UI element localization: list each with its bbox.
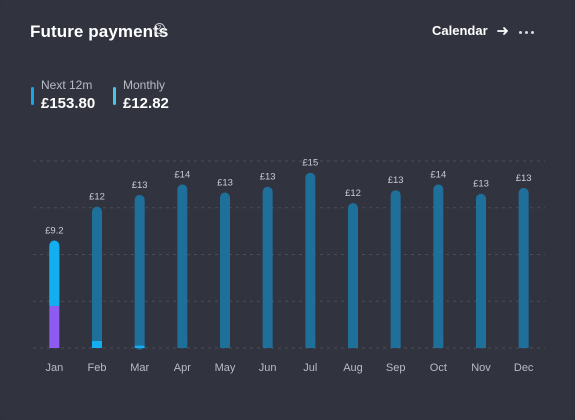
next-12m-label: Next 12m	[41, 78, 93, 92]
calendar-label: Calendar	[432, 23, 488, 38]
bar-base-apr	[177, 342, 188, 348]
data-label-mar: £13	[132, 180, 148, 191]
data-label-jul: £15	[302, 158, 318, 169]
monthly-label: Monthly	[123, 78, 166, 92]
next-12m-value: £153.80	[41, 95, 96, 112]
x-tick-aug: Aug	[343, 362, 363, 374]
bar-feb	[92, 206, 102, 345]
bar-base-nov	[476, 342, 486, 348]
x-tick-feb: Feb	[88, 362, 107, 374]
bar-mar	[134, 194, 145, 350]
monthly-marker	[113, 87, 116, 105]
x-tick-oct: Oct	[430, 362, 447, 374]
data-label-oct: £14	[430, 169, 446, 180]
data-label-sep: £13	[388, 175, 404, 186]
arrow-right-icon	[496, 26, 508, 35]
calendar-link[interactable]: Calendar	[432, 23, 509, 38]
bar-purple-segment-jan	[49, 305, 60, 348]
data-label-aug: £12	[345, 188, 361, 199]
bar-base-may	[220, 342, 230, 348]
x-tick-apr: Apr	[174, 362, 191, 374]
bar-dec	[518, 187, 529, 348]
x-tick-jan: Jan	[45, 362, 63, 374]
bar-nov	[476, 193, 486, 348]
bar-base-aug	[348, 342, 358, 348]
bar-apr	[177, 184, 188, 348]
bar-jul	[305, 172, 316, 348]
bar-base-sep	[390, 342, 401, 348]
monthly-value: £12.82	[123, 95, 169, 112]
bar-base-jun	[262, 342, 273, 348]
data-label-apr: £14	[174, 169, 190, 180]
x-tick-may: May	[215, 362, 236, 374]
x-tick-nov: Nov	[471, 362, 491, 374]
bar-sep	[390, 190, 401, 348]
next-12m-marker	[31, 87, 34, 105]
bar-base-oct	[433, 342, 444, 348]
question-circle-icon[interactable]: ?	[154, 23, 165, 34]
data-label-jan: £9.2	[45, 225, 64, 236]
bar-aug	[348, 203, 358, 348]
bar-segment-feb	[92, 340, 102, 348]
data-label-may: £13	[217, 178, 233, 189]
bar-base-dec	[518, 342, 529, 348]
x-tick-dec: Dec	[514, 362, 534, 374]
card-title: Future payments	[30, 22, 169, 41]
data-label-dec: £13	[516, 173, 532, 184]
data-label-feb: £12	[89, 192, 105, 203]
bar-segment-jan	[49, 246, 60, 306]
x-tick-jul: Jul	[303, 362, 317, 374]
x-tick-jun: Jun	[259, 362, 277, 374]
bar-base-jul	[305, 342, 316, 348]
x-tick-mar: Mar	[130, 362, 149, 374]
bar-segment-mar	[134, 345, 145, 348]
bar-oct	[433, 184, 444, 348]
x-tick-sep: Sep	[386, 362, 406, 374]
more-horizontal-icon[interactable]	[519, 31, 534, 34]
data-label-nov: £13	[473, 179, 489, 190]
data-label-jun: £13	[260, 172, 276, 183]
bar-jun	[262, 186, 273, 348]
bar-may	[220, 192, 230, 348]
